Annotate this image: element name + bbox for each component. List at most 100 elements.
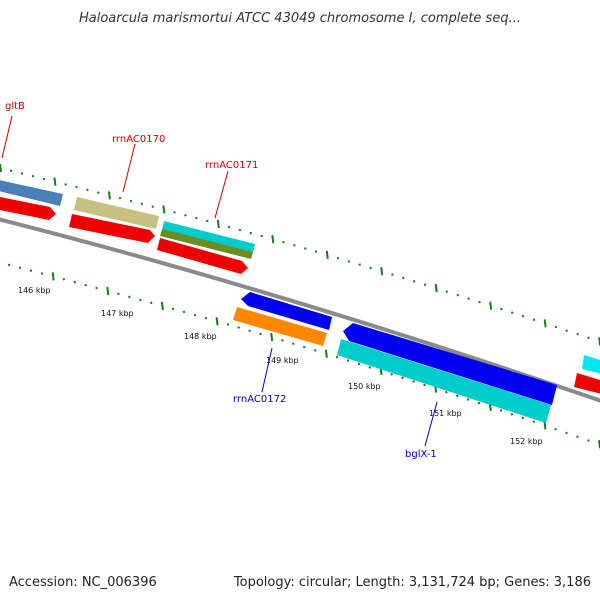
inner-major-tick xyxy=(106,286,110,296)
scale-label-150: 150 kbp xyxy=(348,382,381,391)
feature-gltB-cds[interactable] xyxy=(0,195,56,220)
feature-bglX-1-gene[interactable] xyxy=(337,339,551,423)
outer-major-tick xyxy=(271,235,275,244)
inner-minor-tick xyxy=(313,349,317,352)
inner-minor-tick xyxy=(554,427,557,431)
rrnAC0171-leader-line xyxy=(214,170,229,219)
feature-rrnAC0172-gene[interactable] xyxy=(233,307,327,346)
feature-rrnAC0170-cds[interactable] xyxy=(69,214,155,243)
gene-label-gltB[interactable]: gltB xyxy=(5,101,25,112)
inner-minor-tick xyxy=(456,394,459,398)
inner-major-tick xyxy=(160,301,164,310)
outer-minor-tick xyxy=(75,185,78,189)
outer-minor-tick xyxy=(118,196,122,200)
inner-minor-tick xyxy=(150,301,153,305)
gene-label-rrnAC0171[interactable]: rrnAC0171 xyxy=(205,160,258,171)
gene-label-rrnAC0170[interactable]: rrnAC0170 xyxy=(112,134,165,145)
inner-minor-tick xyxy=(412,380,415,383)
inner-minor-tick xyxy=(259,332,262,336)
rrnAC0172-leader-line xyxy=(261,347,273,393)
feature-edge-cds-red[interactable] xyxy=(574,373,600,396)
inner-minor-tick xyxy=(521,416,525,420)
inner-minor-tick xyxy=(29,269,33,272)
outer-major-tick xyxy=(434,284,438,293)
outer-minor-tick xyxy=(445,290,449,293)
outer-minor-tick xyxy=(195,216,198,220)
outer-minor-tick xyxy=(31,174,35,178)
outer-major-tick xyxy=(162,205,166,214)
outer-major-tick xyxy=(543,319,547,328)
outer-minor-tick xyxy=(227,225,231,229)
rrnAC0170-leader-line xyxy=(122,143,136,193)
outer-minor-tick xyxy=(456,293,459,297)
outer-minor-tick xyxy=(205,219,209,223)
outer-minor-tick xyxy=(42,177,46,181)
feature-gltB-gene[interactable] xyxy=(0,178,63,206)
gene-label-bglX-1[interactable]: bglX-1 xyxy=(405,449,437,460)
inner-minor-tick xyxy=(587,439,590,442)
outer-minor-tick xyxy=(576,332,579,336)
inner-minor-tick xyxy=(357,362,361,366)
topology-summary-text: Topology: circular; Length: 3,131,724 bp… xyxy=(233,575,591,590)
inner-tick-marks xyxy=(7,263,600,449)
inner-major-tick xyxy=(215,317,219,326)
outer-minor-tick xyxy=(565,329,568,332)
feature-rrnAC0172-cds[interactable] xyxy=(241,292,332,330)
outer-minor-tick xyxy=(347,260,351,263)
feature-rrnAC0171-gene[interactable] xyxy=(162,221,255,252)
outer-minor-tick xyxy=(402,276,405,280)
outer-minor-tick xyxy=(478,300,481,304)
inner-minor-tick xyxy=(18,266,22,269)
outer-minor-tick xyxy=(391,273,394,276)
outer-major-tick xyxy=(53,177,57,186)
inner-minor-tick xyxy=(335,355,339,359)
outer-minor-tick xyxy=(260,234,263,238)
inner-major-tick xyxy=(270,333,274,342)
outer-minor-tick xyxy=(282,240,285,244)
outer-minor-tick xyxy=(314,250,318,253)
inner-minor-tick xyxy=(226,323,229,326)
outer-minor-tick xyxy=(500,307,503,311)
outer-minor-tick xyxy=(336,256,340,260)
outer-minor-tick xyxy=(9,169,13,172)
outer-minor-tick xyxy=(521,315,525,318)
inner-minor-tick xyxy=(510,412,514,416)
inner-minor-tick xyxy=(576,435,579,438)
bglX-1-leader-line xyxy=(424,401,438,447)
inner-minor-tick xyxy=(445,390,448,394)
outer-minor-tick xyxy=(238,228,242,232)
outer-minor-tick xyxy=(304,247,307,250)
outer-minor-tick xyxy=(554,325,558,329)
inner-minor-tick xyxy=(204,316,208,320)
map-title: Haloarcula marismortui ATCC 43049 chromo… xyxy=(79,11,521,26)
scale-label-147: 147 kbp xyxy=(101,309,134,318)
inner-minor-tick xyxy=(565,431,568,435)
outer-minor-tick xyxy=(184,213,187,217)
feature-rrnAC0170-gene[interactable] xyxy=(74,197,159,229)
feature-rrnAC0171-misc[interactable] xyxy=(160,229,253,259)
inner-minor-tick xyxy=(292,342,295,345)
inner-minor-tick xyxy=(423,383,426,387)
outer-major-tick xyxy=(325,250,329,259)
outer-minor-tick xyxy=(86,188,89,192)
inner-minor-tick xyxy=(477,401,481,405)
inner-minor-tick xyxy=(7,263,11,267)
outer-minor-tick xyxy=(64,183,67,186)
outer-minor-tick xyxy=(249,231,253,235)
feature-rrnAC0171-cds[interactable] xyxy=(157,238,248,274)
inner-minor-tick xyxy=(532,420,535,423)
outer-major-tick xyxy=(489,301,493,310)
gene-label-rrnAC0172[interactable]: rrnAC0172 xyxy=(233,394,286,405)
accession-text: Accession: NC_006396 xyxy=(9,575,157,590)
outer-minor-tick xyxy=(532,318,536,322)
outer-minor-tick xyxy=(173,211,176,214)
feature-edge-gene-cyan[interactable] xyxy=(582,355,600,376)
inner-minor-tick xyxy=(346,359,350,362)
feature-bglX-1-cds[interactable] xyxy=(343,323,557,405)
scale-label-149: 149 kbp xyxy=(266,356,299,365)
inner-major-tick xyxy=(324,349,328,358)
outer-tick-marks xyxy=(0,163,600,346)
scale-label-146: 146 kbp xyxy=(18,286,51,295)
